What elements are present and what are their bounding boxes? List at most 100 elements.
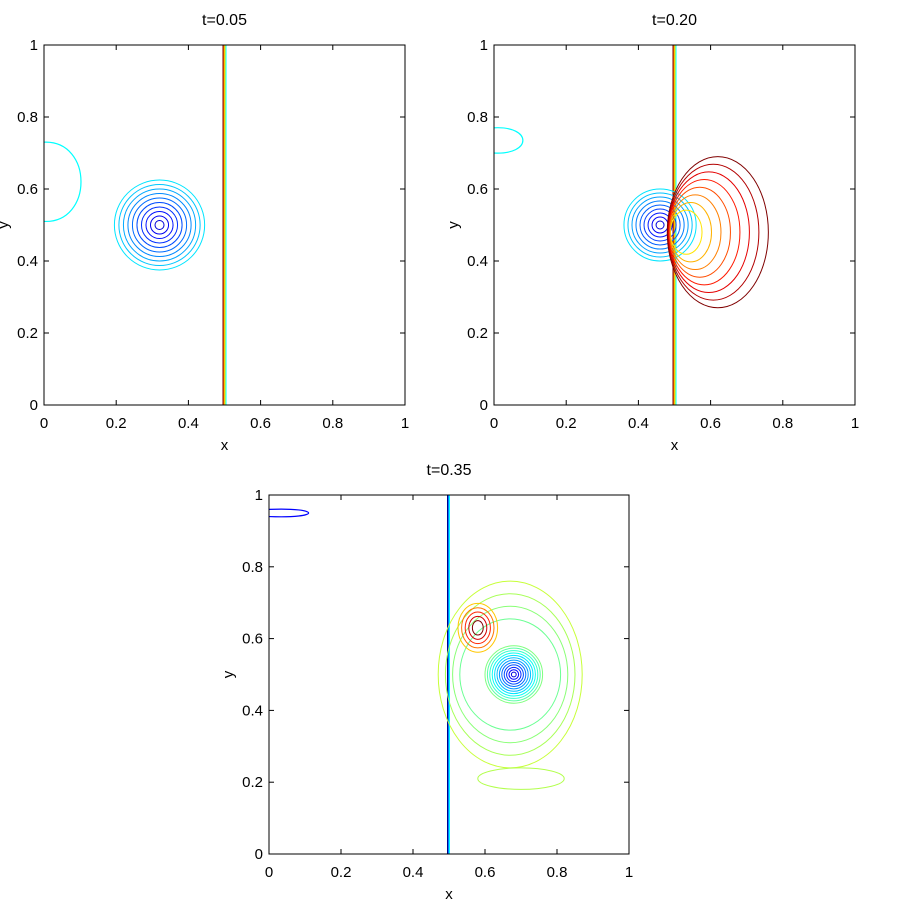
vortex-contour [131, 197, 188, 253]
wake-contour [667, 163, 760, 301]
y-axis-label: y [0, 221, 12, 229]
vortex-contour [145, 211, 174, 239]
y-tick-label: 0.4 [467, 253, 488, 270]
y-tick-label: 0.8 [17, 109, 38, 126]
x-tick-label: 0 [265, 864, 273, 881]
panel-title: t=0.20 [652, 12, 697, 29]
vortex-contour [486, 647, 541, 702]
vortex-contour [635, 200, 685, 250]
panel-t035: 0 0.2 0.4 0.6 0.8 1 0 0.2 0.4 0.6 0.8 1 t=0.35 x y [220, 462, 633, 901]
axis-ticks: 0 0.2 0.4 0.6 0.8 1 0 0.2 0.4 0.6 0.8 1 [467, 37, 859, 432]
y-tick-label: 0 [30, 397, 38, 414]
wake-contour [444, 593, 576, 756]
peak-contour [461, 607, 495, 649]
y-tick-label: 0.2 [17, 325, 38, 342]
plot-frame [43, 44, 406, 406]
x-axis-label: x [221, 437, 229, 454]
y-tick-label: 0.8 [467, 109, 488, 126]
panel-title: t=0.35 [427, 462, 472, 479]
x-tick-label: 0.8 [547, 864, 568, 881]
vortex-contour [655, 220, 665, 230]
axis-ticks: 0 0.2 0.4 0.6 0.8 1 0 0.2 0.4 0.6 0.8 1 [242, 487, 633, 881]
y-tick-label: 0 [255, 846, 263, 863]
vortex-contour [498, 659, 529, 690]
contour-lines [268, 495, 583, 854]
x-tick-label: 1 [401, 415, 409, 432]
vortex-contour [651, 216, 669, 234]
x-tick-label: 1 [625, 864, 633, 881]
y-axis-label: y [445, 221, 462, 229]
vortex-contour [140, 206, 179, 244]
contour-lines [43, 45, 227, 405]
peak-contour [457, 602, 499, 653]
edge-contour [268, 508, 309, 518]
vortex-contour [113, 179, 206, 271]
contour-lines [493, 45, 769, 405]
y-tick-label: 0 [480, 397, 488, 414]
x-tick-label: 0.2 [331, 864, 352, 881]
vortex-contour [149, 215, 170, 235]
x-tick-label: 0 [490, 415, 498, 432]
y-tick-label: 0.6 [467, 181, 488, 198]
plot-frame [493, 44, 856, 406]
vortex-contour [508, 669, 520, 680]
vortex-contour [494, 654, 534, 695]
y-tick-label: 0.2 [242, 774, 263, 791]
vortex-contour [506, 666, 522, 683]
vortex-contour [639, 204, 681, 246]
vortex-contour [154, 220, 165, 230]
y-tick-label: 1 [255, 487, 263, 504]
vortex-contour [484, 645, 544, 704]
y-tick-label: 1 [480, 37, 488, 54]
x-tick-label: 0.6 [250, 415, 271, 432]
x-tick-label: 1 [851, 415, 859, 432]
x-tick-label: 0.4 [628, 415, 649, 432]
vortex-contour [510, 671, 517, 678]
panel-title: t=0.05 [202, 12, 247, 29]
vortex-contour [627, 192, 693, 258]
x-tick-label: 0.4 [403, 864, 424, 881]
wake-contour [477, 767, 565, 790]
vortex-contour [122, 188, 197, 262]
x-tick-label: 0.2 [556, 415, 577, 432]
x-tick-label: 0.8 [322, 415, 343, 432]
vortex-contour [503, 664, 524, 685]
x-axis-label: x [671, 437, 679, 454]
y-tick-label: 1 [30, 37, 38, 54]
wake-contour [667, 171, 750, 293]
vortex-contour [631, 196, 689, 254]
x-tick-label: 0.6 [475, 864, 496, 881]
edge-contour [493, 127, 524, 154]
vortex-contour [501, 662, 527, 687]
x-tick-label: 0.4 [178, 415, 199, 432]
axis-ticks: 0 0.2 0.4 0.6 0.8 1 0 0.2 0.4 0.6 0.8 1 [17, 37, 409, 432]
peak-contour [464, 611, 491, 645]
panel-t020: 0 0.2 0.4 0.6 0.8 1 0 0.2 0.4 0.6 0.8 1 t=0.20 x y [445, 12, 859, 454]
vortex-contour [489, 650, 539, 699]
y-axis-label: y [220, 670, 237, 678]
panel-t005: 0 0.2 0.4 0.6 0.8 1 0 0.2 0.4 0.6 0.8 1 t=0.05 x y [0, 12, 409, 454]
vortex-contour [127, 193, 192, 257]
wake-contour [666, 156, 769, 309]
vortex-contour [491, 652, 536, 697]
edge-contour [43, 141, 82, 223]
vortex-contour [496, 657, 532, 692]
peak-contour [468, 615, 488, 640]
wake-contour [459, 618, 562, 731]
wake-contour [452, 605, 569, 744]
y-tick-label: 0.2 [467, 325, 488, 342]
x-tick-label: 0.2 [106, 415, 127, 432]
y-tick-label: 0.8 [242, 559, 263, 576]
y-tick-label: 0.4 [17, 253, 38, 270]
x-tick-label: 0.6 [700, 415, 721, 432]
y-tick-label: 0.6 [242, 631, 263, 648]
x-tick-label: 0.8 [772, 415, 793, 432]
vortex-contour [118, 184, 201, 266]
vortex-contour [647, 212, 673, 238]
x-axis-label: x [445, 886, 453, 901]
plot-frame [268, 494, 630, 855]
y-tick-label: 0.6 [17, 181, 38, 198]
vortex-contour [136, 202, 183, 248]
y-tick-label: 0.4 [242, 702, 263, 719]
